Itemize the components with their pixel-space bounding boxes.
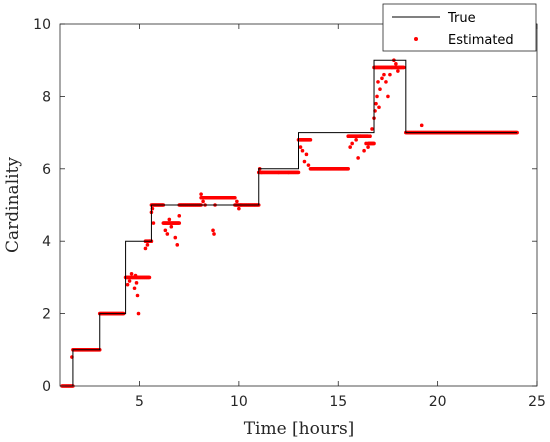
y-tick-label: 8 bbox=[42, 89, 51, 105]
estimated-point bbox=[127, 279, 132, 283]
estimated-point bbox=[372, 141, 376, 146]
estimated-point bbox=[298, 145, 303, 149]
y-tick-label: 10 bbox=[33, 17, 51, 33]
x-tick-label: 15 bbox=[329, 394, 347, 410]
estimated-point bbox=[382, 72, 386, 77]
x-tick-label: 5 bbox=[135, 394, 144, 410]
estimated-point bbox=[235, 199, 239, 204]
estimated-point bbox=[132, 286, 137, 291]
estimated-point bbox=[394, 62, 398, 66]
estimated-point bbox=[374, 101, 378, 106]
estimated-point bbox=[212, 232, 216, 236]
estimated-point bbox=[296, 170, 301, 175]
estimated-point bbox=[419, 123, 424, 128]
x-axis-ticks: 5 10 15 20 25 bbox=[135, 24, 546, 410]
estimated-point bbox=[177, 221, 182, 225]
estimated-point bbox=[364, 141, 368, 146]
true-series-line bbox=[61, 59, 518, 387]
plot-area bbox=[60, 24, 537, 386]
estimated-point bbox=[362, 148, 366, 153]
estimated-point bbox=[133, 273, 138, 278]
estimated-point bbox=[167, 217, 172, 222]
x-tick-label: 20 bbox=[429, 394, 447, 410]
estimated-point bbox=[233, 195, 237, 200]
legend: True Estimated bbox=[382, 3, 537, 52]
estimated-point bbox=[368, 134, 372, 139]
estimated-point bbox=[147, 275, 152, 280]
estimated-point bbox=[199, 192, 203, 196]
estimated-point bbox=[276, 170, 281, 175]
estimated-point bbox=[402, 65, 406, 70]
estimated-point bbox=[175, 243, 180, 247]
estimated-point bbox=[386, 94, 390, 99]
estimated-point bbox=[165, 232, 170, 236]
estimated-point bbox=[135, 293, 140, 298]
y-tick-label: 2 bbox=[42, 307, 51, 323]
estimated-point bbox=[143, 246, 148, 251]
estimated-point bbox=[136, 311, 141, 316]
estimated-point bbox=[356, 156, 360, 160]
estimated-point bbox=[177, 214, 182, 218]
estimated-point bbox=[169, 224, 174, 229]
estimated-point bbox=[163, 228, 168, 233]
estimated-point bbox=[300, 148, 305, 153]
estimated-point bbox=[259, 170, 264, 175]
estimated-point bbox=[306, 163, 311, 167]
estimated-point bbox=[173, 235, 178, 240]
estimated-point bbox=[376, 80, 380, 84]
y-axis-ticks: 0 2 4 6 8 10 bbox=[33, 17, 537, 395]
estimated-point bbox=[151, 221, 156, 225]
estimated-point bbox=[201, 199, 205, 204]
y-tick-label: 6 bbox=[42, 162, 51, 178]
estimated-point bbox=[396, 69, 400, 73]
x-tick-label: 25 bbox=[528, 394, 546, 410]
estimated-point bbox=[398, 65, 402, 70]
legend-true-label: True bbox=[447, 11, 476, 26]
estimated-point bbox=[125, 282, 130, 287]
estimated-point bbox=[380, 76, 384, 81]
estimated-point bbox=[370, 127, 374, 131]
estimated-point bbox=[129, 271, 134, 276]
estimated-point bbox=[358, 134, 362, 139]
estimated-point bbox=[378, 87, 382, 91]
estimated-point bbox=[237, 206, 241, 211]
estimated-point bbox=[350, 141, 354, 146]
estimated-point bbox=[515, 130, 519, 135]
estimated-point bbox=[308, 138, 313, 142]
estimated-point bbox=[348, 145, 352, 149]
estimated-point bbox=[388, 72, 392, 77]
legend-box bbox=[382, 3, 537, 52]
estimated-point bbox=[377, 105, 381, 110]
estimated-point bbox=[302, 159, 307, 164]
estimated-point bbox=[366, 145, 370, 149]
estimated-point bbox=[145, 243, 150, 247]
estimated-point bbox=[211, 228, 215, 233]
legend-estimated-swatch bbox=[414, 37, 418, 41]
estimated-point bbox=[390, 65, 394, 70]
x-tick-label: 10 bbox=[230, 394, 248, 410]
estimated-point bbox=[384, 80, 388, 84]
estimated-point bbox=[375, 94, 379, 99]
estimated-point bbox=[354, 138, 358, 142]
y-tick-label: 0 bbox=[42, 379, 51, 395]
y-axis-label: Cardinality bbox=[3, 157, 23, 253]
estimated-point bbox=[346, 167, 350, 171]
legend-estimated-label: Estimated bbox=[448, 33, 514, 48]
estimated-point bbox=[286, 170, 291, 175]
y-tick-label: 4 bbox=[42, 234, 51, 250]
plot-frame bbox=[59, 23, 538, 387]
estimated-point bbox=[134, 281, 139, 285]
x-axis-label: Time [hours] bbox=[244, 419, 355, 439]
estimated-point bbox=[304, 152, 309, 157]
